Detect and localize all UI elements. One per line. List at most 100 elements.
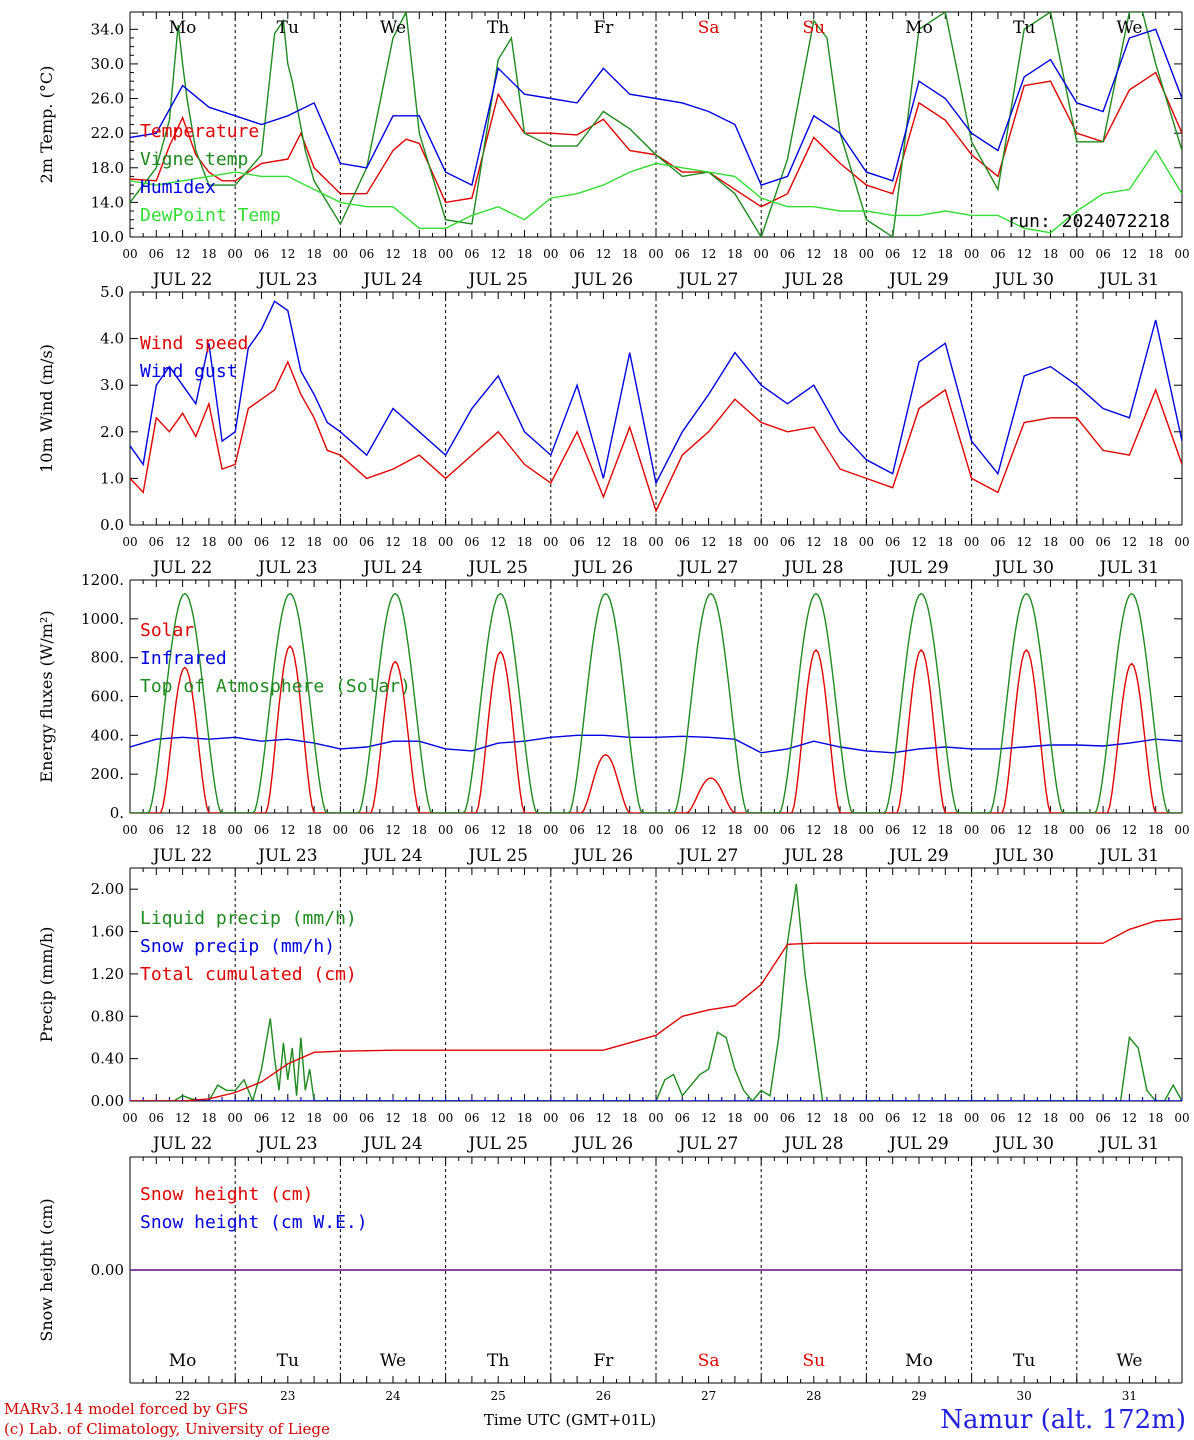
hour-label: 00 [333,535,348,549]
hour-label: 00 [1174,1111,1189,1125]
day-label: JUL 22 [151,846,212,866]
hour-label: 00 [438,823,453,837]
hour-label: 12 [280,1111,295,1125]
hour-label: 12 [385,823,400,837]
series-total-cumulated-cm- [130,918,1182,1101]
series-infrared [130,734,1182,754]
hour-label: 00 [859,535,874,549]
hour-label: 12 [1122,535,1137,549]
y-axis-label: Energy fluxes (W/m²) [37,610,56,782]
y-tick-label: 5.0 [100,283,124,301]
hour-label: 00 [859,1111,874,1125]
day-label: JUL 31 [1098,1134,1159,1154]
hour-label: 06 [780,823,795,837]
hour-label: 12 [596,823,611,837]
y-tick-label: 30.0 [91,55,124,73]
hour-label: 06 [885,535,900,549]
series-wind-speed [130,360,1182,513]
y-tick-label: 14.0 [91,193,124,211]
hour-label: 06 [675,1111,690,1125]
day-label: JUL 30 [992,558,1053,578]
hour-label: 06 [675,247,690,261]
day-label: JUL 26 [572,1134,633,1154]
day-label: JUL 22 [151,1134,212,1154]
hour-label: 12 [1122,823,1137,837]
hour-label: 18 [517,247,532,261]
day-label: JUL 27 [677,1134,738,1154]
hour-label: 00 [543,823,558,837]
hour-label: 12 [491,1111,506,1125]
hour-label: 00 [1174,247,1189,261]
hour-label: 06 [359,823,374,837]
weekday-label: Su [802,18,825,38]
hour-label: 06 [1095,823,1110,837]
hour-label: 06 [359,1111,374,1125]
hour-label: 12 [806,1111,821,1125]
hour-label: 06 [254,247,269,261]
hour-label: 06 [569,535,584,549]
hour-label: 06 [254,1111,269,1125]
weekday-label: We [380,18,406,38]
hour-label: 00 [754,823,769,837]
day-label: JUL 31 [1098,558,1159,578]
weekday-label: We [1116,1351,1142,1371]
legend-entry: Snow height (cm) [140,1184,313,1205]
hour-label: 18 [1043,247,1058,261]
hour-label: 06 [780,1111,795,1125]
credit-line-2: (c) Lab. of Climatology, University of L… [4,1420,330,1438]
hour-label: 12 [806,247,821,261]
hour-label: 12 [385,1111,400,1125]
y-tick-label: 1.0 [100,469,124,487]
legend-entry: Wind gust [140,361,238,382]
hour-label: 12 [911,823,926,837]
hour-label: 06 [149,823,164,837]
y-tick-label: 10.0 [91,228,124,246]
y-tick-label: 400. [91,726,124,744]
legend-entry: Wind speed [140,333,248,354]
hour-label: 00 [964,823,979,837]
hour-label: 06 [885,247,900,261]
hour-label: 12 [806,823,821,837]
hour-label: 12 [175,823,190,837]
weekday-label: Mo [169,1351,197,1371]
hour-label: 18 [306,1111,321,1125]
day-label: JUL 29 [887,270,948,290]
legend-entry: Solar [140,620,194,641]
panel-5: 0.00 Snow height (cm) Snow height (cm) Snow… [37,1156,1183,1384]
day-label: JUL 26 [572,270,633,290]
y-tick-label: 0.40 [91,1050,124,1068]
y-tick-label: 34.0 [91,20,124,38]
day-label: JUL 31 [1098,846,1159,866]
hour-label: 00 [122,535,137,549]
day-label: JUL 24 [361,1134,422,1154]
hour-label: 12 [911,247,926,261]
hour-label: 00 [228,535,243,549]
day-label: JUL 26 [572,558,633,578]
day-label: JUL 23 [256,558,317,578]
hour-label: 12 [1017,247,1032,261]
hour-label: 18 [201,1111,216,1125]
hour-label: 00 [122,247,137,261]
hour-label: 00 [648,535,663,549]
day-label: JUL 27 [677,558,738,578]
hour-label: 12 [1122,247,1137,261]
hour-label: 12 [1017,535,1032,549]
hour-label: 18 [1148,1111,1163,1125]
y-tick-label: 2.0 [100,423,124,441]
weekday-label: Fr [593,18,614,38]
y-tick-label: 0.0 [100,516,124,534]
hour-label: 18 [1148,535,1163,549]
hour-label: 00 [859,247,874,261]
y-tick-label: 26.0 [91,90,124,108]
day-number: 24 [385,1389,401,1403]
hour-label: 12 [596,247,611,261]
hour-label: 18 [201,823,216,837]
hour-label: 18 [832,823,847,837]
legend-entry: Liquid precip (mm/h) [140,908,357,929]
hour-label: 18 [306,535,321,549]
hour-label: 00 [438,1111,453,1125]
hour-label: 12 [1017,1111,1032,1125]
y-axis-label: 10m Wind (m/s) [37,344,56,473]
hour-label: 06 [990,1111,1005,1125]
day-number: 22 [175,1389,190,1403]
